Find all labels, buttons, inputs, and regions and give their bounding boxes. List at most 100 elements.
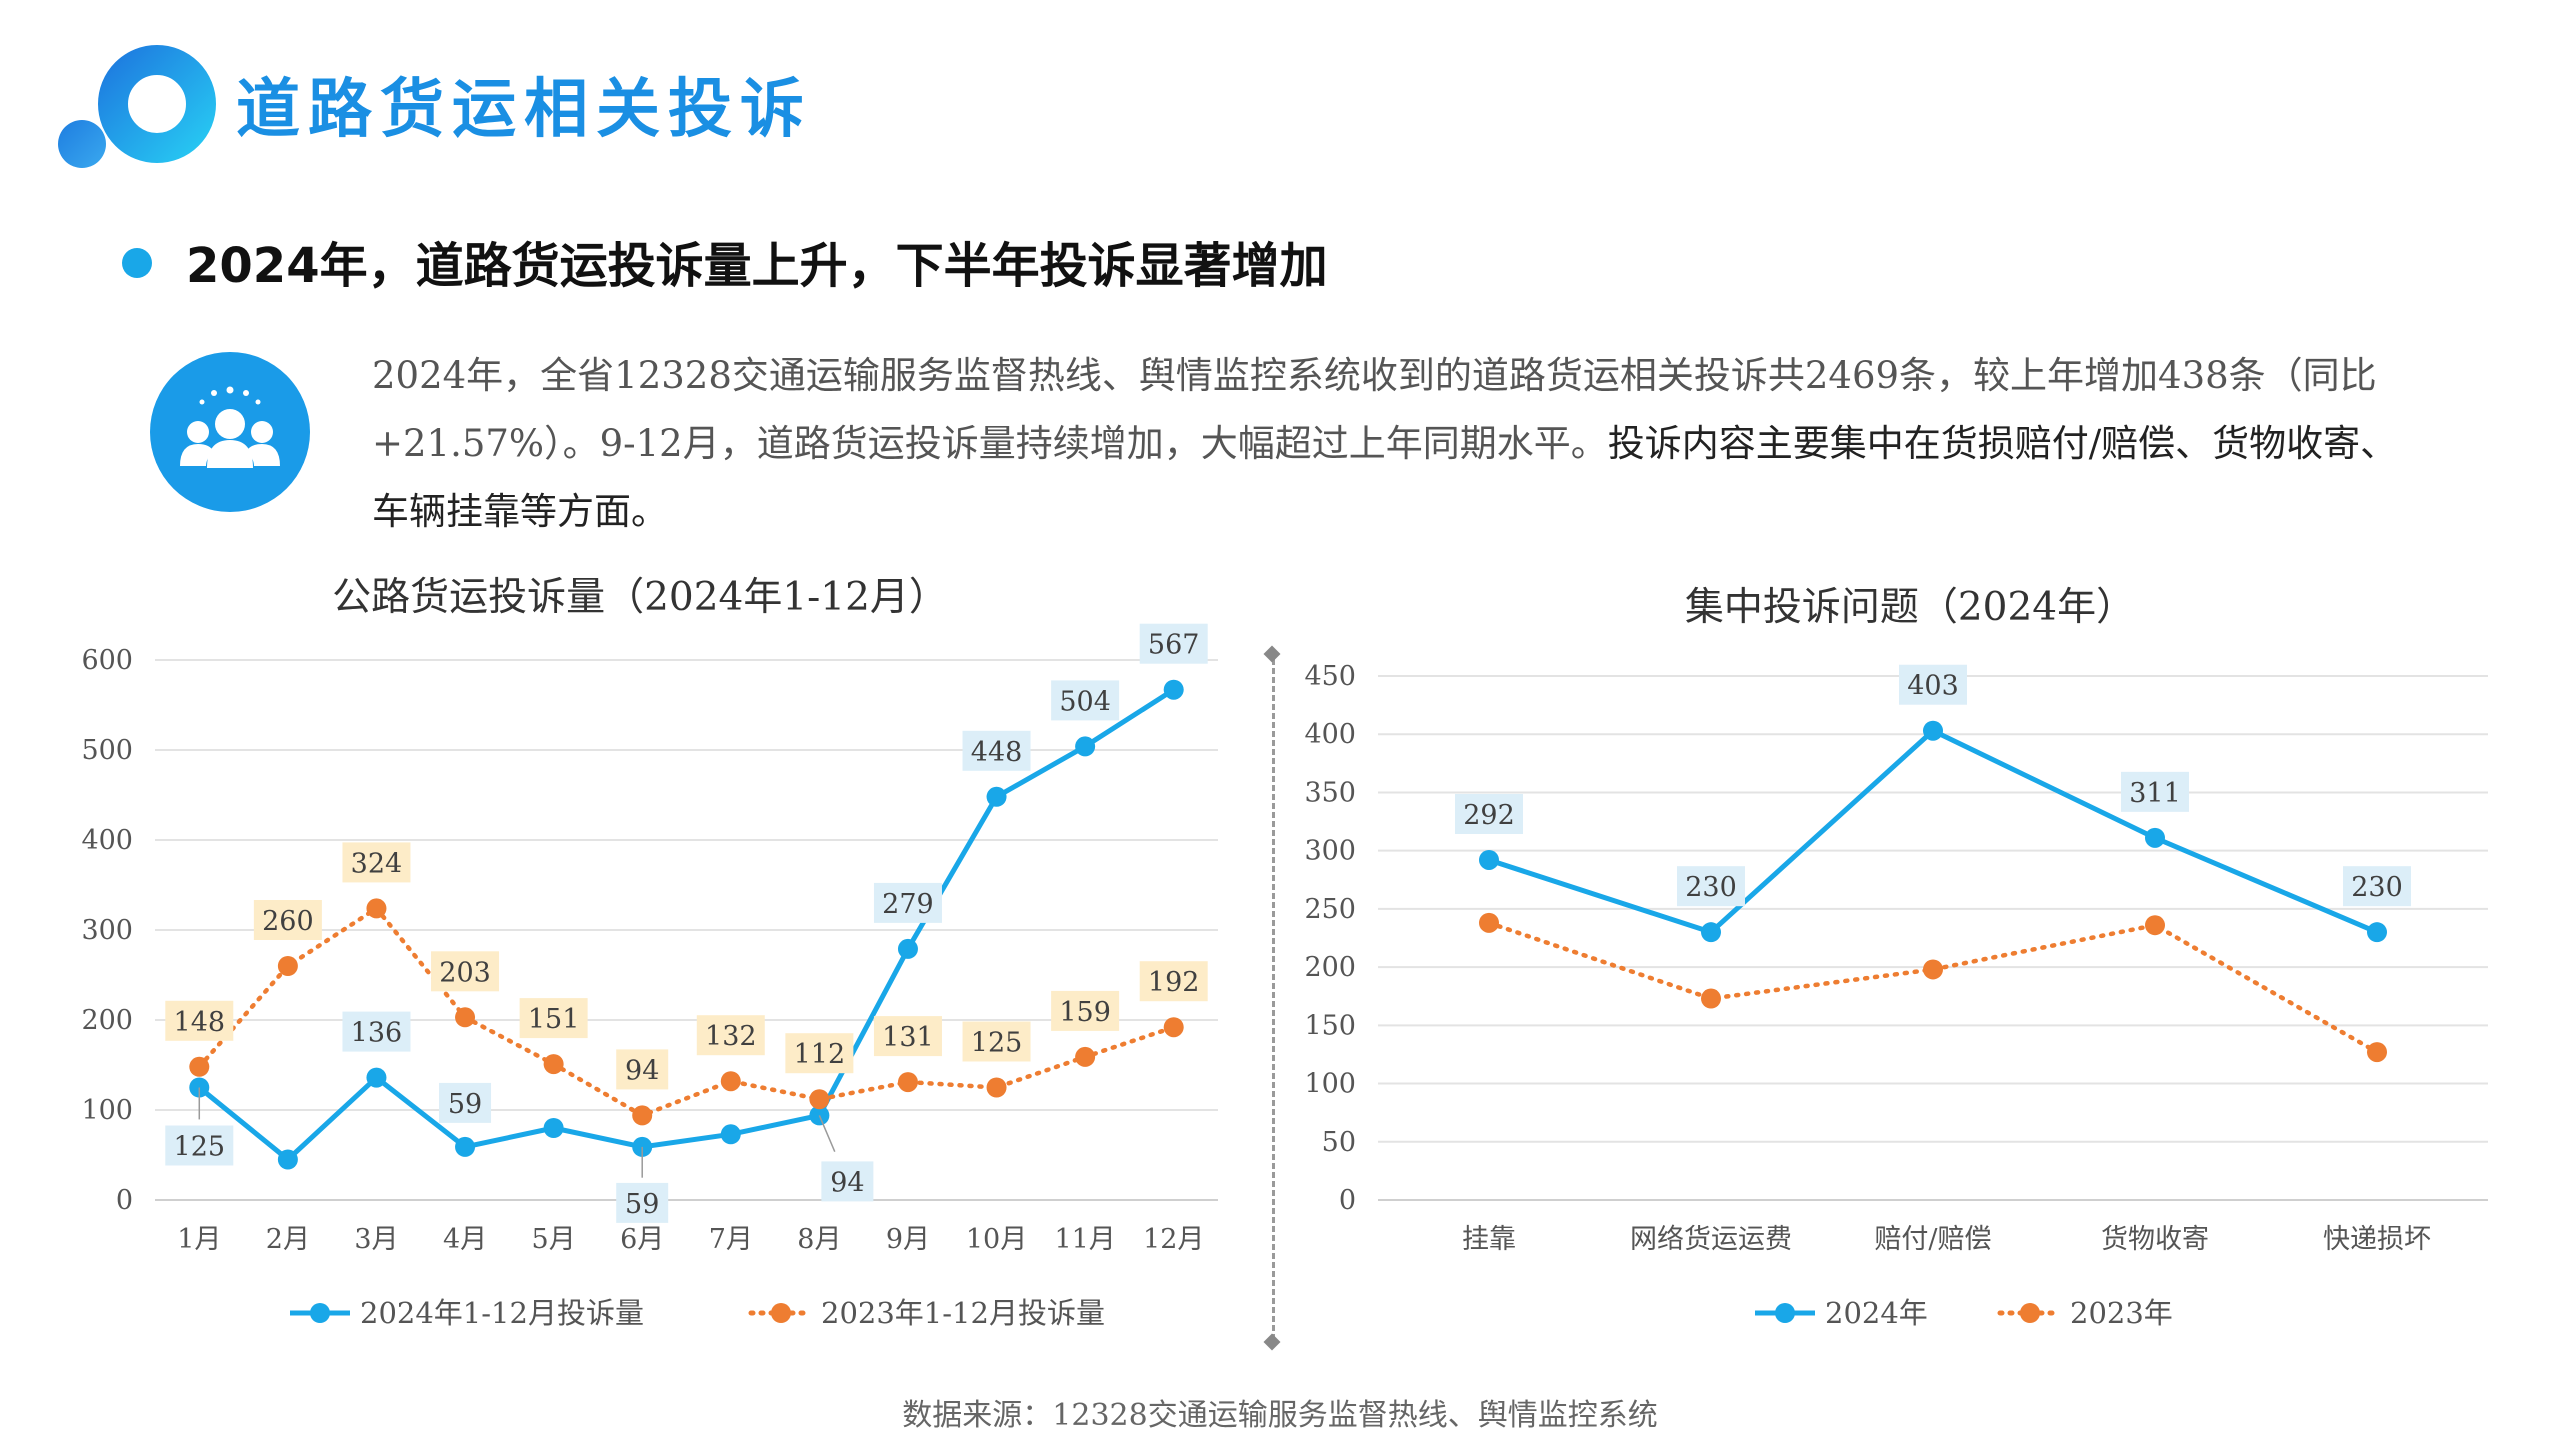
data-point-1-7 xyxy=(809,1089,830,1110)
data-label-0-7-bg xyxy=(821,1161,874,1202)
legend-swatch-dot-0 xyxy=(1775,1303,1795,1323)
data-label-0-2: 136 xyxy=(351,1018,403,1049)
page-title: 道路货运相关投诉 xyxy=(236,73,812,147)
data-label-0-2: 403 xyxy=(1907,671,1959,702)
data-label-1-9-bg xyxy=(962,1021,1031,1062)
data-point-0-1 xyxy=(1701,922,1721,943)
data-point-0-6 xyxy=(720,1124,741,1145)
data-label-0-5: 59 xyxy=(625,1189,659,1220)
data-label-0-9-bg xyxy=(962,730,1031,771)
data-point-1-9 xyxy=(986,1077,1007,1098)
data-label-1-3-bg xyxy=(431,951,500,992)
data-point-1-11 xyxy=(1163,1017,1184,1038)
y-tick-label: 0 xyxy=(116,1185,133,1216)
x-tick-label: 2月 xyxy=(266,1224,310,1255)
y-tick-label: 100 xyxy=(1304,1069,1356,1100)
data-point-1-3 xyxy=(2145,915,2165,936)
data-label-1-11: 192 xyxy=(1148,967,1200,998)
y-tick-label: 0 xyxy=(1339,1185,1356,1216)
x-tick-label: 网络货运运费 xyxy=(1630,1224,1792,1255)
data-label-1-5-bg xyxy=(616,1049,669,1090)
data-point-0-1 xyxy=(277,1149,298,1170)
data-label-1-8-bg xyxy=(873,1016,942,1057)
y-tick-label: 600 xyxy=(81,645,133,676)
data-label-1-0: 148 xyxy=(174,1007,226,1038)
legend-label-0: 2024年1-12月投诉量 xyxy=(360,1296,644,1330)
x-tick-label: 12月 xyxy=(1143,1224,1204,1255)
people-group-icon xyxy=(150,352,310,512)
data-label-1-0-bg xyxy=(165,1000,234,1041)
data-label-0-0: 292 xyxy=(1463,800,1515,831)
legend-swatch-dot-1 xyxy=(771,1303,791,1323)
data-label-1-10-bg xyxy=(1051,990,1120,1031)
data-label-1-1-bg xyxy=(253,900,322,940)
data-point-0-4 xyxy=(2367,922,2387,943)
data-label-1-1: 260 xyxy=(262,906,314,937)
data-point-0-10 xyxy=(1075,736,1096,757)
divider-cap-top xyxy=(1263,645,1281,663)
y-tick-label: 150 xyxy=(1304,1010,1356,1041)
data-point-0-2 xyxy=(1923,720,1943,741)
data-label-0-2-bg xyxy=(342,1011,411,1052)
x-tick-label: 4月 xyxy=(443,1224,487,1255)
legend-label-1: 2023年 xyxy=(2070,1296,2173,1330)
x-tick-label: 10月 xyxy=(966,1224,1027,1255)
data-label-1-7-bg xyxy=(785,1033,854,1074)
data-label-1-4-bg xyxy=(519,998,588,1039)
series-line-1 xyxy=(1486,920,2380,1055)
x-tick-label: 快递损坏 xyxy=(2323,1224,2431,1255)
chart-monthly-svg: 0 100 200 300 400 500 600 1月 2月 3月 4月 5月 6月 7月 8月 9月 10月… xyxy=(81,623,1218,1330)
data-label-0-5-bg xyxy=(616,1182,669,1223)
legend-label-1: 2023年1-12月投诉量 xyxy=(821,1296,1105,1330)
data-label-0-11: 567 xyxy=(1148,630,1200,661)
data-label-0-0-bg xyxy=(165,1125,234,1166)
chart-monthly-title: 公路货运投诉量（2024年1-12月） xyxy=(332,575,948,620)
data-point-0-3 xyxy=(455,1136,476,1157)
data-point-1-6 xyxy=(720,1071,741,1092)
data-point-0-0 xyxy=(1479,849,1499,870)
data-label-0-8-bg xyxy=(873,882,942,923)
y-tick-label: 200 xyxy=(1304,952,1356,983)
bullet-dot xyxy=(122,248,152,278)
data-label-1-6-bg xyxy=(696,1015,765,1056)
data-point-0-4 xyxy=(543,1118,564,1138)
data-point-1-1 xyxy=(1701,988,1721,1009)
y-tick-label: 300 xyxy=(1304,836,1356,867)
data-label-1-4: 151 xyxy=(528,1004,580,1035)
x-tick-label: 3月 xyxy=(354,1224,398,1255)
data-point-0-8 xyxy=(897,938,918,959)
series-line-0 xyxy=(197,687,1176,1162)
data-point-0-9 xyxy=(986,786,1007,807)
x-tick-label: 赔付/赔偿 xyxy=(1874,1224,1991,1255)
data-point-1-10 xyxy=(1075,1046,1096,1067)
chart-issues: 集中投诉问题（2024年） 0 50 100 150 200 250 300 350 400 45… xyxy=(1300,560,2520,1360)
brand-logo-icon xyxy=(58,45,216,168)
legend-label-0: 2024年 xyxy=(1825,1296,1928,1330)
data-label-1-11-bg xyxy=(1139,961,1208,1002)
data-label-0-3: 59 xyxy=(448,1089,482,1120)
divider-cap-bottom xyxy=(1263,1333,1281,1351)
data-point-0-3 xyxy=(2145,827,2165,848)
y-tick-label: 350 xyxy=(1304,777,1356,808)
data-point-1-5 xyxy=(632,1105,653,1126)
data-point-1-2 xyxy=(366,898,387,919)
y-tick-label: 100 xyxy=(81,1095,133,1126)
summary-text: 2024年，全省12328交通运输服务监督热线、舆情监控系统收到的道路货运相关投… xyxy=(372,342,2412,546)
data-point-1-4 xyxy=(543,1054,564,1075)
data-label-1-10: 159 xyxy=(1059,997,1111,1028)
x-tick-label: 6月 xyxy=(620,1224,664,1255)
data-label-1-8: 131 xyxy=(882,1022,934,1053)
data-label-0-10-bg xyxy=(1051,680,1120,721)
data-label-0-0-bg xyxy=(1455,793,1523,834)
y-tick-label: 300 xyxy=(81,915,133,946)
data-label-1-5: 94 xyxy=(625,1055,659,1086)
data-point-1-0 xyxy=(189,1056,210,1077)
data-label-0-1: 230 xyxy=(1685,872,1737,903)
y-tick-label: 450 xyxy=(1304,661,1356,692)
data-label-1-2: 324 xyxy=(351,848,403,879)
data-label-1-2-bg xyxy=(342,842,411,883)
data-label-0-1-bg xyxy=(1677,866,1745,907)
data-label-0-7: 94 xyxy=(830,1167,864,1198)
chart-issues-title: 集中投诉问题（2024年） xyxy=(1684,585,2136,630)
data-label-0-3: 311 xyxy=(2129,778,2181,809)
